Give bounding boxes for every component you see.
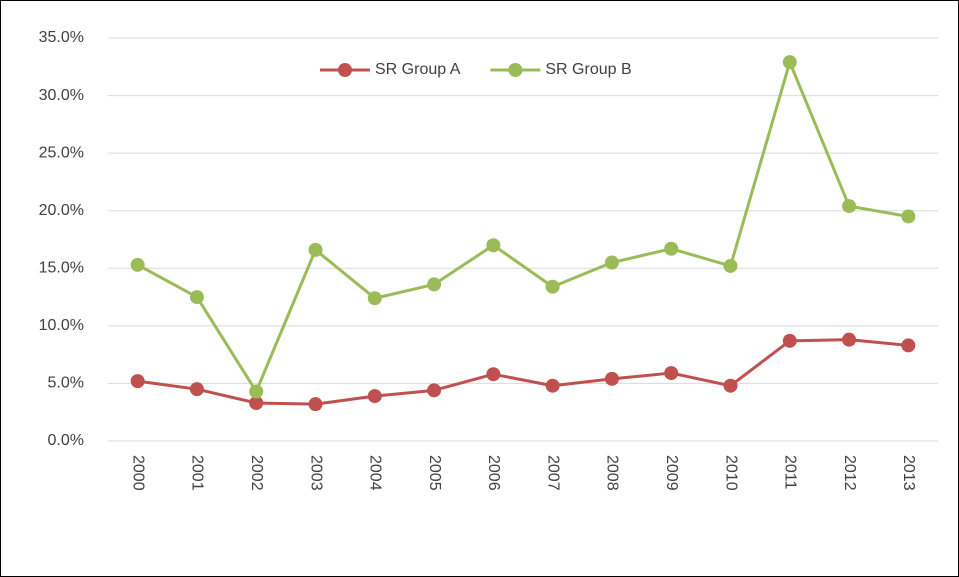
- x-tick-label: 2000: [129, 455, 146, 491]
- x-tick-label: 2009: [663, 455, 680, 491]
- data-point: [842, 199, 857, 214]
- data-point: [249, 384, 264, 399]
- data-point: [367, 291, 382, 306]
- data-point: [782, 333, 797, 348]
- x-tick-label: 2006: [485, 455, 502, 491]
- legend-label: SR Group B: [545, 61, 631, 78]
- x-tick-label: 2004: [367, 455, 384, 491]
- data-point: [901, 338, 916, 353]
- data-point: [664, 241, 679, 256]
- data-point: [723, 258, 738, 273]
- data-point: [130, 257, 145, 272]
- data-point: [842, 332, 857, 347]
- y-tick-label: 0.0%: [48, 432, 84, 449]
- data-point: [427, 277, 442, 292]
- data-point: [664, 366, 679, 381]
- legend-marker: [338, 63, 352, 77]
- x-tick-label: 2005: [426, 455, 443, 491]
- data-point: [308, 242, 323, 257]
- x-tick-label: 2013: [900, 455, 917, 491]
- data-point: [486, 238, 501, 253]
- data-point: [782, 55, 797, 70]
- y-tick-label: 25.0%: [39, 144, 84, 161]
- data-point: [308, 397, 323, 412]
- data-point: [901, 209, 916, 224]
- x-tick-label: 2011: [782, 455, 799, 490]
- data-point: [723, 378, 738, 393]
- y-tick-label: 10.0%: [39, 317, 84, 334]
- y-tick-label: 35.0%: [39, 29, 84, 46]
- data-point: [604, 371, 619, 386]
- legend-marker: [508, 63, 523, 77]
- series-line: [137, 338, 909, 406]
- x-tick-label: 2008: [604, 455, 621, 491]
- series-line: [136, 60, 909, 393]
- data-point: [189, 382, 204, 397]
- data-point: [545, 279, 560, 294]
- data-point: [486, 367, 501, 382]
- y-tick-label: 15.0%: [39, 260, 84, 277]
- x-tick-label: 2001: [189, 455, 206, 491]
- x-tick-label: 2003: [307, 455, 324, 491]
- x-tick-label: 2012: [841, 455, 858, 491]
- x-tick-label: 2002: [248, 455, 265, 491]
- data-point: [249, 396, 264, 411]
- legend-label: SR Group A: [375, 61, 461, 78]
- data-point: [427, 383, 442, 398]
- data-point: [189, 290, 204, 305]
- y-tick-label: 20.0%: [39, 202, 84, 219]
- data-point: [604, 255, 619, 270]
- y-tick-label: 30.0%: [39, 87, 84, 104]
- data-point: [545, 378, 560, 393]
- y-tick-label: 5.0%: [48, 375, 84, 392]
- x-tick-label: 2007: [544, 455, 561, 491]
- data-point: [367, 389, 382, 404]
- x-tick-label: 2010: [722, 455, 739, 491]
- data-point: [130, 374, 145, 389]
